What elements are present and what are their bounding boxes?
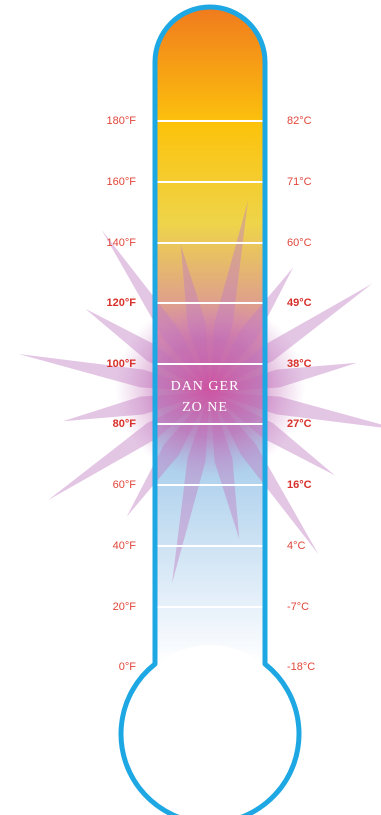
fahrenheit-label: 180°F (106, 115, 136, 127)
fahrenheit-label: 40°F (112, 540, 136, 552)
fahrenheit-label: 160°F (106, 176, 136, 188)
celsius-label: 27°C (287, 418, 312, 430)
fahrenheit-label: 0°F (118, 661, 136, 673)
fahrenheit-label: 80°F (112, 418, 136, 430)
celsius-label: -18°C (287, 661, 316, 673)
celsius-label: 49°C (287, 297, 312, 309)
fahrenheit-label: 100°F (106, 358, 136, 370)
danger-zone-line-1: DAN GER (170, 379, 240, 394)
celsius-label: 38°C (287, 358, 312, 370)
fahrenheit-label: 20°F (112, 601, 136, 613)
celsius-label: 71°C (287, 176, 312, 188)
danger-zone-glow (115, 298, 305, 478)
fahrenheit-label: 60°F (112, 479, 136, 491)
scale-tick-lines (157, 120, 263, 608)
danger-zone-line-2: ZO NE (182, 400, 228, 415)
celsius-label: 16°C (287, 479, 312, 491)
celsius-label: 60°C (287, 237, 312, 249)
celsius-label: 82°C (287, 115, 312, 127)
thermometer-outline (118, 4, 302, 815)
fahrenheit-label: 120°F (106, 297, 136, 309)
fahrenheit-label: 140°F (106, 237, 136, 249)
danger-zone-label: DAN GER ZO NE (150, 376, 260, 418)
thermometer-bulb-fill (127, 645, 293, 811)
celsius-label: -7°C (287, 601, 310, 613)
celsius-label: 4°C (287, 540, 306, 552)
